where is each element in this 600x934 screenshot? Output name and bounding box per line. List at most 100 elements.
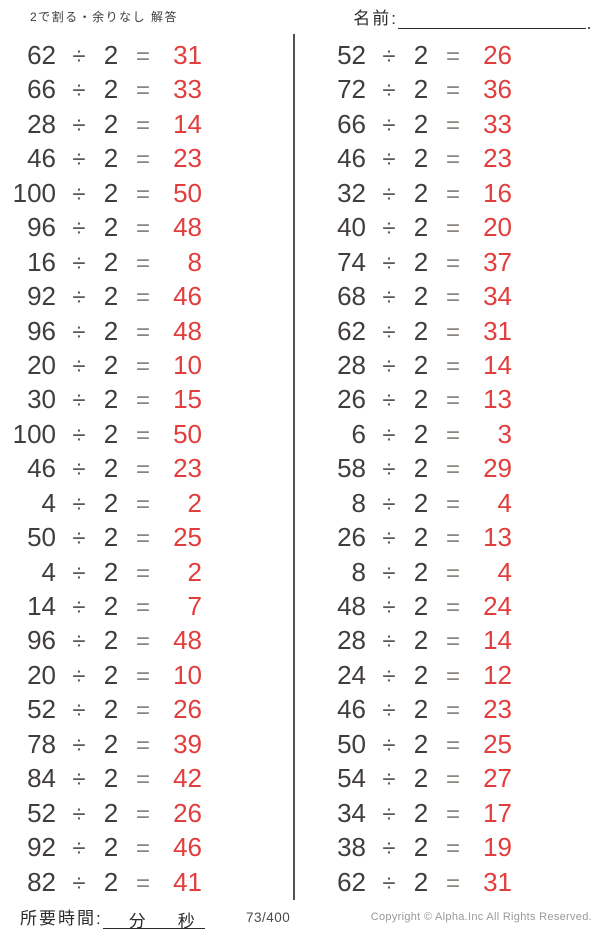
dividend-number: 20 — [27, 349, 56, 380]
dividend-number: 52 — [27, 694, 56, 725]
answer-value: 26 — [173, 694, 202, 725]
problem-row: 28 ÷ 2 = 14 — [316, 623, 596, 657]
problem-row: 40 ÷ 2 = 20 — [316, 210, 596, 244]
divisor-number: 2 — [103, 694, 119, 725]
problem-row: 84 ÷ 2 = 42 — [6, 761, 286, 795]
divisor-number: 2 — [103, 246, 119, 277]
dividend-number: 68 — [337, 281, 366, 312]
equals-icon: = — [445, 318, 460, 346]
divisor-number: 2 — [413, 832, 429, 863]
problem-row: 62 ÷ 2 = 31 — [316, 314, 596, 348]
dividend-number: 52 — [27, 797, 56, 828]
divisor-number: 2 — [103, 384, 119, 415]
dividend-number: 14 — [27, 591, 56, 621]
equals-icon: = — [135, 766, 150, 794]
dividend-number: 66 — [27, 74, 56, 105]
answer-value: 23 — [483, 143, 512, 174]
equals-icon: = — [445, 352, 460, 380]
problem-row: 20 ÷ 2 = 10 — [6, 348, 286, 382]
divide-icon: ÷ — [382, 731, 396, 759]
answer-value: 10 — [173, 349, 202, 380]
answer-value: 36 — [483, 74, 512, 105]
dividend-number: 84 — [27, 763, 56, 794]
equals-icon: = — [445, 490, 460, 518]
divisor-number: 2 — [103, 74, 119, 105]
divisor-number: 2 — [413, 212, 429, 243]
problem-row: 32 ÷ 2 = 16 — [316, 176, 596, 210]
answer-value: 2 — [187, 487, 202, 518]
answer-value: 20 — [483, 212, 512, 243]
divisor-number: 2 — [103, 108, 119, 139]
answer-value: 3 — [497, 418, 512, 449]
divisor-number: 2 — [103, 177, 119, 208]
divisor-number: 2 — [413, 556, 429, 587]
problem-row: 58 ÷ 2 = 29 — [316, 451, 596, 485]
equals-icon: = — [135, 421, 150, 449]
divide-icon: ÷ — [72, 180, 86, 208]
problem-row: 6 ÷ 2 = 3 — [316, 417, 596, 451]
equals-icon: = — [135, 456, 150, 484]
divide-icon: ÷ — [72, 800, 86, 828]
answer-value: 23 — [173, 453, 202, 484]
answer-value: 13 — [483, 384, 512, 415]
problem-row: 30 ÷ 2 = 15 — [6, 382, 286, 416]
answer-value: 50 — [173, 177, 202, 208]
divisor-number: 2 — [103, 659, 119, 690]
minutes-unit-label: 分 — [128, 912, 146, 931]
problem-row: 34 ÷ 2 = 17 — [316, 796, 596, 830]
divide-icon: ÷ — [382, 215, 396, 243]
equals-icon: = — [135, 490, 150, 518]
equals-icon: = — [135, 215, 150, 243]
worksheet-header: 2で割る・余りなし 解答 名前: — [0, 0, 600, 40]
answer-value: 8 — [187, 246, 202, 277]
equals-icon: = — [135, 559, 150, 587]
problem-row: 46 ÷ 2 = 23 — [6, 141, 286, 175]
dividend-number: 92 — [27, 832, 56, 863]
dividend-number: 74 — [337, 246, 366, 277]
dividend-number: 78 — [27, 728, 56, 759]
equals-icon: = — [445, 559, 460, 587]
divide-icon: ÷ — [72, 387, 86, 415]
answer-value: 48 — [173, 315, 202, 346]
divisor-number: 2 — [103, 763, 119, 794]
divide-icon: ÷ — [72, 731, 86, 759]
problem-row: 46 ÷ 2 = 23 — [316, 692, 596, 726]
problem-row: 68 ÷ 2 = 34 — [316, 279, 596, 313]
divide-icon: ÷ — [382, 43, 396, 70]
equals-icon: = — [445, 525, 460, 553]
divisor-number: 2 — [413, 143, 429, 174]
column-divider — [293, 34, 295, 900]
divide-icon: ÷ — [72, 421, 86, 449]
divide-icon: ÷ — [382, 77, 396, 105]
name-label: 名前: — [353, 9, 398, 28]
problem-row: 62 ÷ 2 = 31 — [316, 865, 596, 899]
problem-row: 38 ÷ 2 = 19 — [316, 830, 596, 864]
answer-value: 12 — [483, 659, 512, 690]
answer-value: 23 — [483, 694, 512, 725]
dividend-number: 4 — [41, 487, 56, 518]
dividend-number: 20 — [27, 659, 56, 690]
divide-icon: ÷ — [72, 525, 86, 553]
divisor-number: 2 — [413, 246, 429, 277]
problems-area: 62 ÷ 2 = 31 66 ÷ 2 = 33 28 ÷ 2 = 14 46 ÷ 2 = 23 100 ÷ 2 = 50 96 ÷ 2… — [0, 34, 600, 900]
divide-icon: ÷ — [382, 421, 396, 449]
answer-value: 41 — [173, 866, 202, 897]
dividend-number: 52 — [337, 40, 366, 70]
divisor-number: 2 — [413, 384, 429, 415]
answer-value: 39 — [173, 728, 202, 759]
answer-value: 31 — [483, 315, 512, 346]
divisor-number: 2 — [413, 315, 429, 346]
divide-icon: ÷ — [72, 766, 86, 794]
answer-value: 50 — [173, 418, 202, 449]
problems-column-right: 52 ÷ 2 = 26 72 ÷ 2 = 36 66 ÷ 2 = 33 46 ÷ 2 = 23 32 ÷ 2 = 16 40 ÷ 2 =… — [316, 38, 596, 900]
equals-icon: = — [135, 697, 150, 725]
divisor-number: 2 — [103, 349, 119, 380]
equals-icon: = — [135, 387, 150, 415]
problem-row: 52 ÷ 2 = 26 — [316, 38, 596, 72]
dividend-number: 100 — [12, 177, 56, 208]
divide-icon: ÷ — [382, 284, 396, 312]
equals-icon: = — [445, 284, 460, 312]
divisor-number: 2 — [413, 177, 429, 208]
equals-icon: = — [445, 249, 460, 277]
answer-value: 33 — [483, 108, 512, 139]
